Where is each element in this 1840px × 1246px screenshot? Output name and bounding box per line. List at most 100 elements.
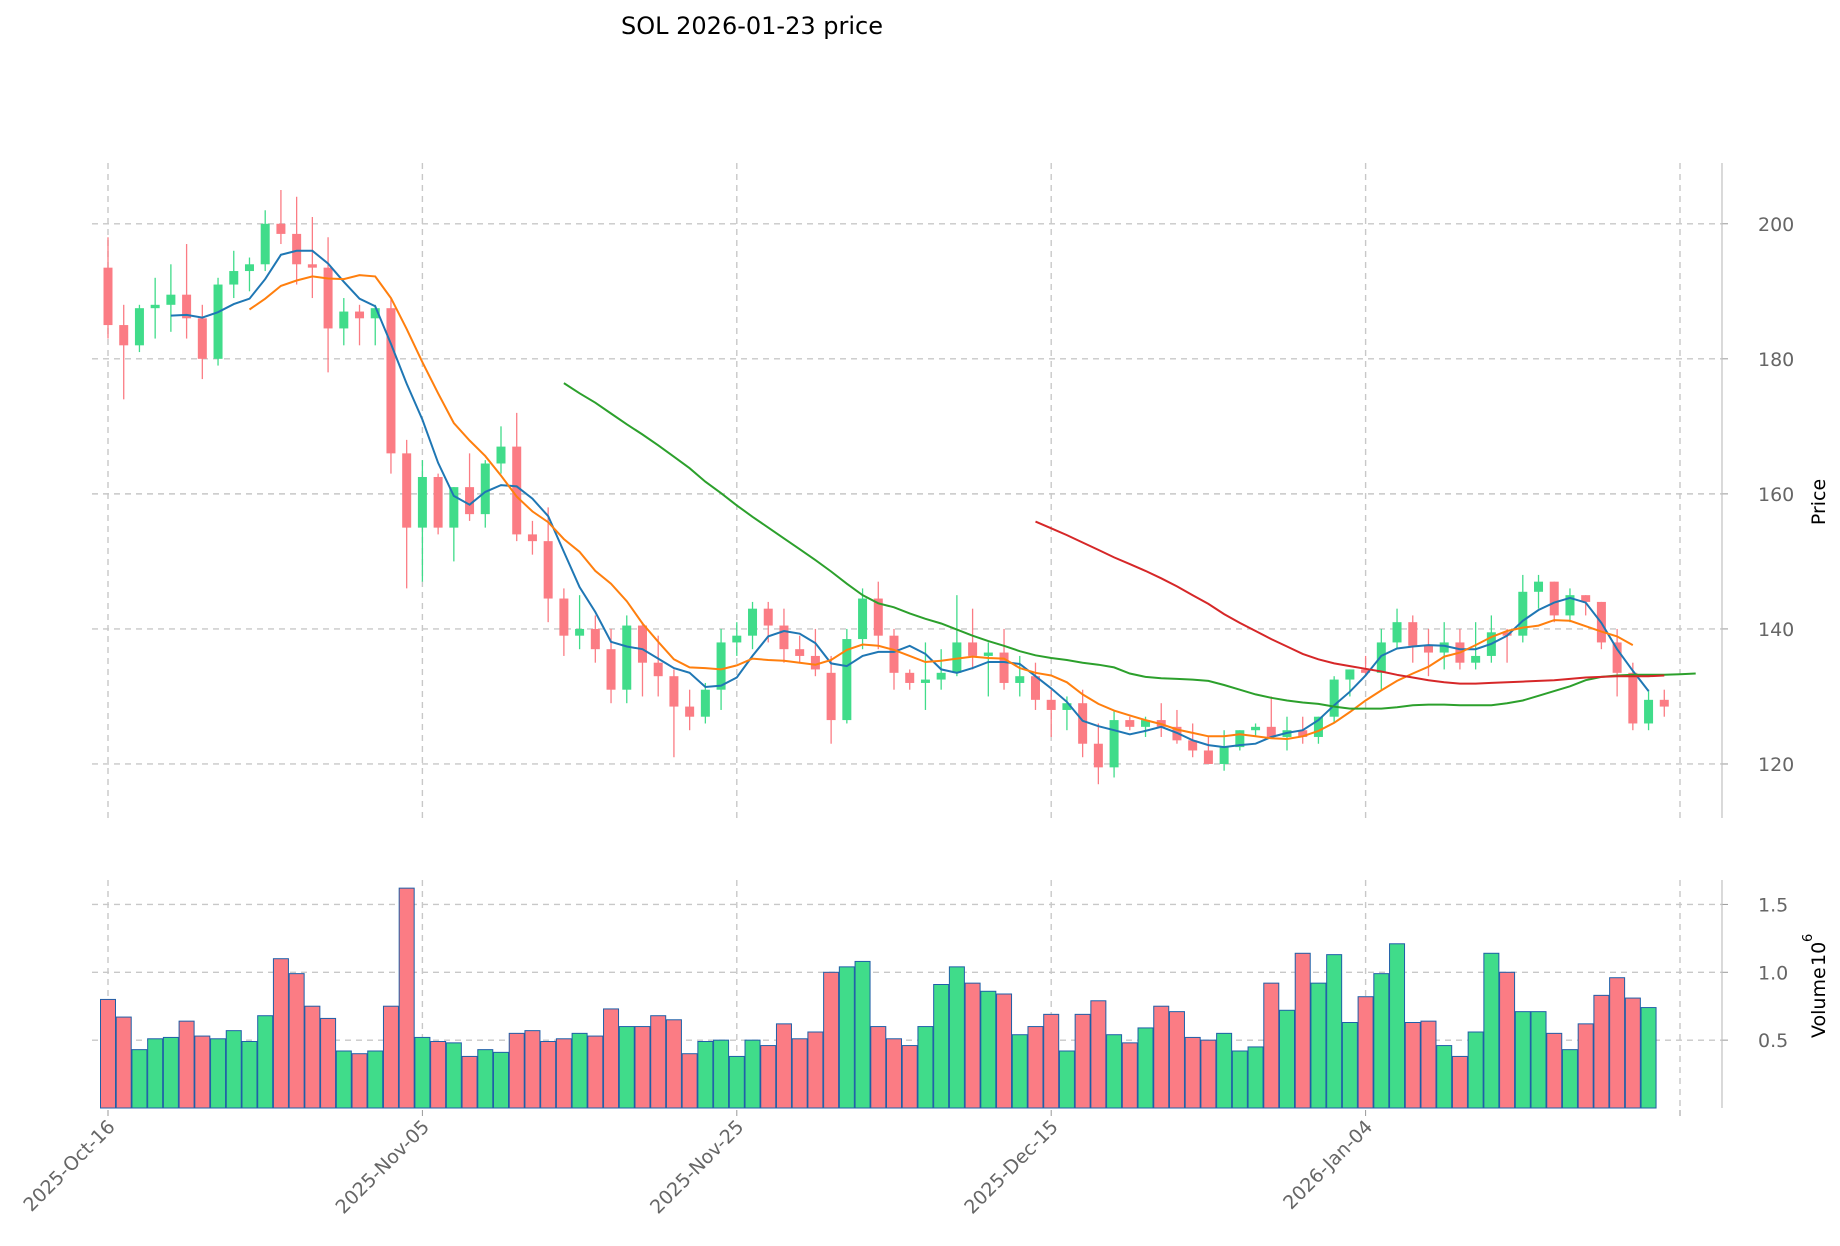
candle bbox=[685, 689, 695, 731]
volume-bar bbox=[382, 1005, 399, 1109]
candle bbox=[103, 237, 113, 339]
candle-body bbox=[1644, 699, 1654, 724]
candle bbox=[1093, 723, 1103, 785]
volume-bar bbox=[854, 960, 871, 1109]
candle bbox=[1376, 628, 1386, 690]
volume-bar bbox=[1106, 1034, 1123, 1109]
candle bbox=[590, 615, 600, 663]
candle-body bbox=[166, 294, 176, 305]
candle bbox=[653, 635, 663, 697]
volume-bar bbox=[1404, 1022, 1421, 1109]
candle-body bbox=[1219, 747, 1229, 764]
volume-bar bbox=[807, 1031, 824, 1109]
candle bbox=[748, 601, 758, 650]
candle-body bbox=[1235, 730, 1245, 748]
volume-bar bbox=[210, 1038, 227, 1109]
volume-bar bbox=[100, 998, 116, 1109]
candle bbox=[669, 669, 679, 758]
candle-body bbox=[1062, 703, 1072, 710]
volume-bar bbox=[1263, 982, 1280, 1109]
candle bbox=[512, 412, 522, 542]
volume-bar bbox=[634, 1026, 651, 1109]
candle-body bbox=[182, 294, 192, 319]
candle-body bbox=[1298, 730, 1308, 737]
candle-body bbox=[669, 676, 679, 707]
volume-bar bbox=[430, 1041, 447, 1109]
candle bbox=[370, 304, 380, 346]
candle-body bbox=[1549, 581, 1559, 616]
candle-body bbox=[370, 308, 380, 319]
candle-body bbox=[1471, 655, 1481, 663]
candle-body bbox=[1502, 632, 1512, 636]
candle bbox=[1518, 574, 1528, 643]
candle-body bbox=[496, 446, 506, 464]
volume-bar bbox=[713, 1039, 730, 1109]
candle-body bbox=[1581, 595, 1591, 602]
candle-body bbox=[685, 706, 695, 717]
volume-bar bbox=[681, 1053, 698, 1109]
candle bbox=[402, 439, 412, 589]
volume-bar bbox=[351, 1053, 368, 1109]
axes-frame bbox=[107, 163, 1728, 1116]
volume-bar bbox=[1624, 997, 1641, 1109]
ma-line-ma-orange bbox=[248, 274, 1634, 741]
volume-bar bbox=[508, 1032, 525, 1109]
candle-body bbox=[606, 649, 616, 690]
volume-bar bbox=[1546, 1032, 1563, 1109]
candle-body bbox=[1141, 720, 1151, 727]
candle-body bbox=[213, 284, 223, 359]
candle bbox=[1392, 608, 1402, 650]
volume-bar bbox=[1027, 1026, 1044, 1109]
volume-bar bbox=[115, 1016, 132, 1109]
candle-body bbox=[637, 625, 647, 663]
candle bbox=[1534, 574, 1544, 609]
candle-body bbox=[229, 271, 239, 285]
candle-body bbox=[276, 223, 286, 234]
candle-body bbox=[700, 689, 710, 717]
candle-body bbox=[417, 476, 427, 528]
volume-bar bbox=[1090, 1000, 1107, 1109]
volume-bar bbox=[1137, 1027, 1154, 1109]
candle-body bbox=[590, 628, 600, 650]
volume-bar bbox=[933, 984, 950, 1109]
x-tick-label: 2025-Oct-16 bbox=[19, 1116, 119, 1216]
candle bbox=[543, 507, 553, 623]
volume-bar bbox=[870, 1026, 887, 1109]
candle bbox=[276, 190, 286, 245]
candle bbox=[386, 298, 396, 474]
volume-bar bbox=[996, 993, 1013, 1109]
volume-bar bbox=[1294, 952, 1311, 1109]
volume-bar bbox=[886, 1038, 902, 1109]
candle bbox=[1329, 676, 1339, 724]
candle bbox=[810, 628, 820, 677]
x-tick-label: 2025-Dec-15 bbox=[960, 1116, 1063, 1219]
candle-body bbox=[1251, 726, 1261, 731]
candle bbox=[795, 635, 805, 663]
ma-line-ma-blue bbox=[170, 249, 1650, 749]
candle-body bbox=[480, 463, 490, 515]
candle-body bbox=[575, 628, 585, 636]
volume-bar bbox=[1326, 954, 1343, 1109]
candle-body bbox=[905, 672, 915, 683]
candle-body bbox=[1109, 720, 1119, 768]
candle-body bbox=[543, 541, 553, 599]
candle bbox=[480, 460, 490, 528]
candle bbox=[575, 595, 585, 650]
volume-bar bbox=[1153, 1005, 1170, 1109]
candle bbox=[166, 264, 176, 332]
candle bbox=[1156, 703, 1166, 737]
volume-bar bbox=[367, 1050, 384, 1109]
volume-bar bbox=[147, 1038, 164, 1109]
candle-body bbox=[103, 267, 113, 326]
candle bbox=[1172, 709, 1182, 744]
candle-body bbox=[386, 308, 396, 454]
candle-body bbox=[119, 325, 129, 346]
candle bbox=[1644, 689, 1654, 731]
volume-bar bbox=[838, 966, 855, 1109]
candle bbox=[417, 460, 427, 582]
candle bbox=[1203, 736, 1213, 764]
candle-body bbox=[858, 598, 868, 640]
volume-bar bbox=[272, 958, 289, 1109]
volume-tick-label: 1.5 bbox=[1758, 894, 1788, 916]
